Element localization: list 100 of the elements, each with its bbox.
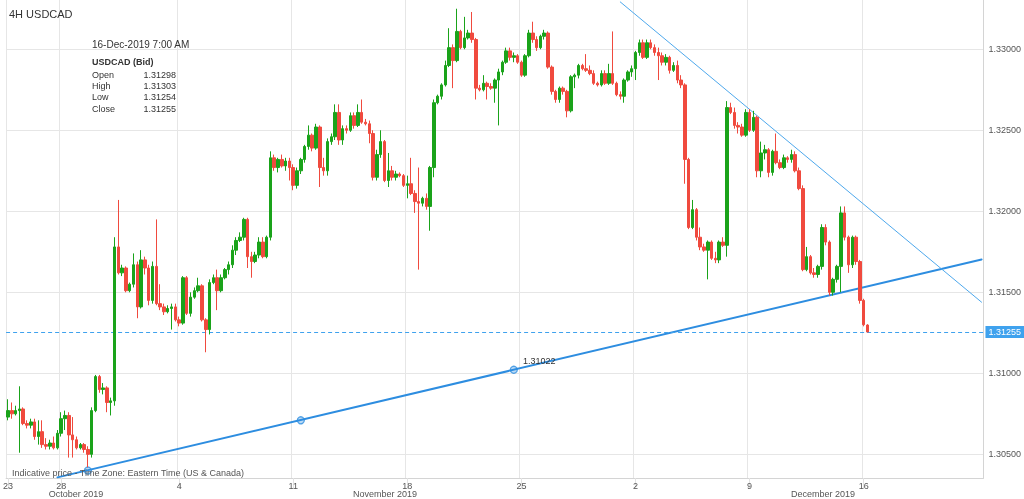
candlestick <box>185 275 188 316</box>
y-tick-label: 1.31000 <box>988 368 1022 379</box>
candlestick <box>672 61 675 73</box>
candlestick <box>755 115 759 178</box>
candlestick <box>774 133 778 165</box>
candlestick <box>105 385 109 413</box>
candlestick <box>721 236 725 248</box>
candlestick <box>117 199 120 275</box>
annotation: 1.31254 <box>143 92 176 102</box>
candlestick <box>86 445 90 468</box>
candlestick <box>451 43 455 89</box>
text: 4H USDCAD <box>9 7 73 20</box>
candlestick <box>565 89 569 118</box>
candlestick <box>6 398 10 421</box>
y-tick-label: 1.31500 <box>988 287 1022 298</box>
candlestick <box>603 69 607 86</box>
annotation: Low <box>92 92 110 102</box>
candlestick <box>349 111 352 133</box>
candlestick <box>48 439 52 450</box>
candlestick <box>851 235 854 269</box>
point <box>296 416 305 425</box>
candlestick <box>569 74 573 113</box>
candlestick <box>508 47 512 62</box>
x-tick-label: 2 <box>632 480 638 491</box>
x-tick-label: 25 <box>516 480 527 491</box>
x-tick-label: 18 <box>402 480 413 491</box>
candlestick <box>67 411 71 459</box>
x-tick-label: 23 <box>3 480 14 491</box>
candlestick <box>485 81 489 100</box>
candlestick <box>189 291 192 318</box>
candlestick <box>771 149 774 177</box>
candlestick <box>345 124 348 135</box>
candlestick <box>600 69 603 88</box>
x-tick-label: 4 <box>176 480 182 491</box>
candlestick <box>29 418 33 429</box>
candlestick <box>717 239 721 264</box>
candlestick <box>463 16 466 50</box>
candlestick <box>657 47 660 81</box>
text: November 2019 <box>352 489 418 499</box>
candlestick <box>272 154 276 172</box>
candlestick <box>782 154 786 170</box>
candlestick <box>333 103 337 141</box>
candlestick <box>33 418 36 441</box>
candlestick <box>261 236 265 259</box>
candlestick <box>748 108 751 133</box>
candlestick <box>40 419 44 449</box>
annotation: High <box>92 81 111 91</box>
candlestick <box>459 29 462 50</box>
candlestick <box>759 141 763 178</box>
candlestick <box>406 175 409 199</box>
candlestick <box>752 110 755 133</box>
candlestick <box>539 34 542 50</box>
annotation: 1.31303 <box>143 81 176 91</box>
candlestick <box>71 416 74 459</box>
candlestick <box>790 149 793 164</box>
y-tick-label: 1.33000 <box>988 44 1022 55</box>
candlestick <box>710 239 713 261</box>
candlestick <box>641 39 645 60</box>
candlestick <box>155 218 158 306</box>
text: December 2019 <box>790 489 856 499</box>
x-tick-label: 28 <box>56 480 67 491</box>
candlestick <box>52 436 55 450</box>
candlestick <box>215 269 219 311</box>
candlestick <box>805 246 808 272</box>
candlestick <box>425 192 428 211</box>
candlestick <box>341 124 344 146</box>
candlestick <box>208 278 211 335</box>
annotation: 1.31255 <box>143 104 176 114</box>
ref-line-label: 1.31255 <box>988 327 1022 338</box>
candlestick <box>280 154 284 169</box>
candlestick <box>37 419 40 446</box>
candlestick <box>455 8 459 63</box>
point <box>509 365 518 374</box>
candlestick <box>352 111 356 130</box>
candlestick <box>733 107 736 130</box>
candlestick <box>136 261 139 319</box>
annotation: USDCAD (Bid) <box>92 57 154 67</box>
candlestick <box>257 236 261 259</box>
annotation: Open <box>92 70 115 80</box>
candlestick <box>839 205 843 293</box>
candlestick <box>170 303 173 331</box>
candlestick <box>79 442 82 450</box>
candlestick <box>706 239 710 280</box>
candlestick <box>181 275 185 326</box>
candlestick <box>645 39 649 60</box>
candlestick <box>421 196 424 207</box>
candlestick <box>356 103 360 128</box>
candlestick <box>558 86 561 104</box>
y-tick-label: 1.32000 <box>988 206 1022 217</box>
candlestick <box>786 155 789 164</box>
candlestick <box>18 385 21 454</box>
y-tick-label: 1.30500 <box>988 449 1022 460</box>
candlestick <box>668 55 671 75</box>
candlestick <box>607 63 611 86</box>
candlestick <box>337 103 341 146</box>
candlestick <box>314 123 318 151</box>
candlestick <box>284 157 287 172</box>
candlestick <box>744 108 748 138</box>
candlestick <box>310 133 314 152</box>
annotation: Close <box>92 104 116 114</box>
